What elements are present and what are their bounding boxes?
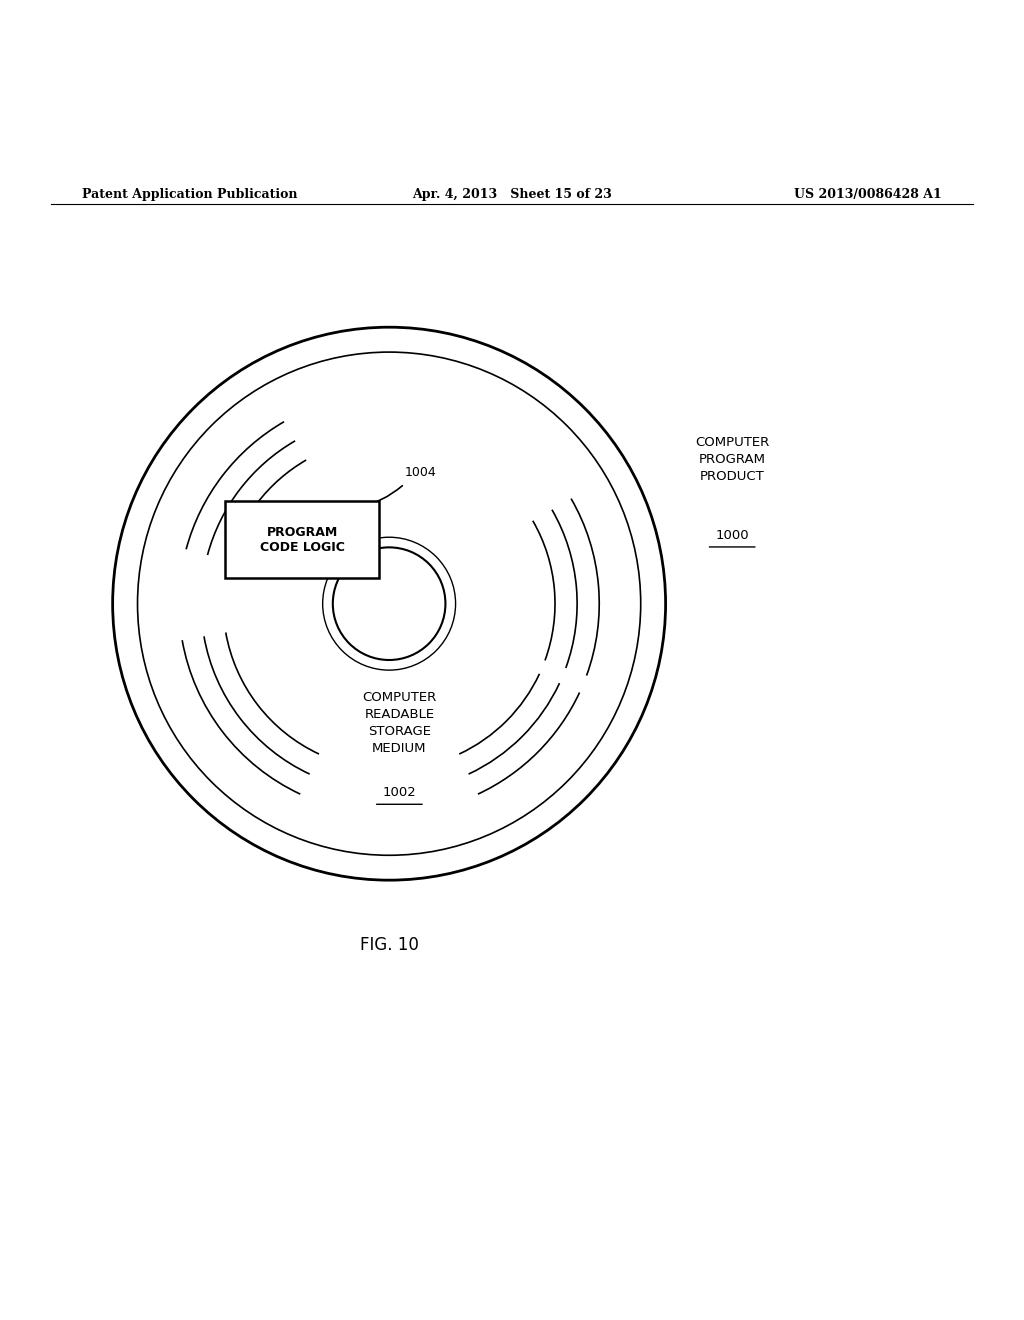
Text: 1004: 1004: [404, 466, 436, 479]
FancyBboxPatch shape: [225, 502, 379, 578]
Text: PROGRAM
CODE LOGIC: PROGRAM CODE LOGIC: [260, 525, 344, 553]
Text: COMPUTER
READABLE
STORAGE
MEDIUM: COMPUTER READABLE STORAGE MEDIUM: [362, 690, 436, 755]
Text: 1002: 1002: [383, 785, 416, 799]
Text: 1000: 1000: [716, 528, 749, 541]
Text: COMPUTER
PROGRAM
PRODUCT: COMPUTER PROGRAM PRODUCT: [695, 437, 769, 483]
Text: Apr. 4, 2013   Sheet 15 of 23: Apr. 4, 2013 Sheet 15 of 23: [412, 187, 612, 201]
Text: Patent Application Publication: Patent Application Publication: [82, 187, 297, 201]
Text: US 2013/0086428 A1: US 2013/0086428 A1: [795, 187, 942, 201]
Text: FIG. 10: FIG. 10: [359, 936, 419, 954]
